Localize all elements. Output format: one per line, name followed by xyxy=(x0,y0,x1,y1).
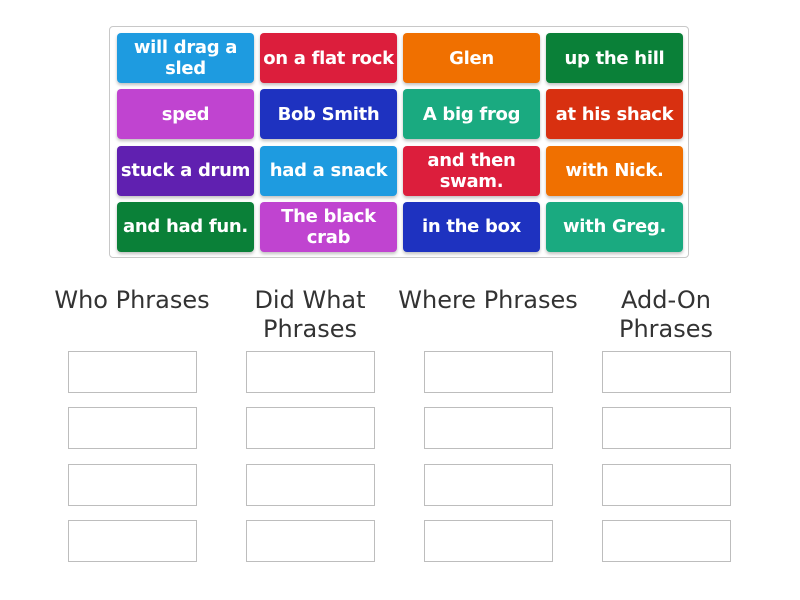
phrase-tile[interactable]: Bob Smith xyxy=(260,89,397,140)
phrase-tile[interactable]: stuck a drum xyxy=(117,145,254,196)
column-heading: Did What Phrases xyxy=(254,286,366,343)
drop-slot[interactable] xyxy=(602,520,731,562)
phrase-tile[interactable]: and then swam. xyxy=(403,145,540,196)
drop-slot[interactable] xyxy=(246,351,375,393)
phrase-tile[interactable]: with Nick. xyxy=(546,145,683,196)
column-heading: Where Phrases xyxy=(398,286,578,314)
drop-slot[interactable] xyxy=(424,351,553,393)
drop-slot[interactable] xyxy=(602,407,731,449)
drop-slot[interactable] xyxy=(602,464,731,506)
phrase-tile[interactable]: and had fun. xyxy=(117,201,254,252)
phrase-tile[interactable]: will drag a sled xyxy=(117,33,254,83)
phrase-tile[interactable]: at his shack xyxy=(546,89,683,140)
phrase-tile-board: will drag a sled on a flat rock Glen up the… xyxy=(109,26,689,258)
drop-slot[interactable] xyxy=(246,407,375,449)
drop-slot[interactable] xyxy=(602,351,731,393)
drop-slot[interactable] xyxy=(246,520,375,562)
phrase-tile[interactable]: sped xyxy=(117,89,254,140)
phrase-tile[interactable]: Glen xyxy=(403,33,540,83)
column-heading: Who Phrases xyxy=(54,286,210,314)
drop-slot[interactable] xyxy=(424,520,553,562)
phrase-tile[interactable]: A big frog xyxy=(403,89,540,140)
phrase-tile[interactable]: The black crab xyxy=(260,201,397,252)
drop-slot[interactable] xyxy=(68,407,197,449)
phrase-tile[interactable]: with Greg. xyxy=(546,201,683,252)
drop-slot[interactable] xyxy=(424,464,553,506)
drop-slot[interactable] xyxy=(424,407,553,449)
drop-slot[interactable] xyxy=(68,464,197,506)
phrase-tile[interactable]: up the hill xyxy=(546,33,683,83)
drop-slot[interactable] xyxy=(68,520,197,562)
drop-slot[interactable] xyxy=(68,351,197,393)
phrase-tile[interactable]: had a snack xyxy=(260,145,397,196)
phrase-tile[interactable]: in the box xyxy=(403,201,540,252)
column-heading: Add-On Phrases xyxy=(618,286,714,343)
phrase-tile[interactable]: on a flat rock xyxy=(260,33,397,83)
drop-slot[interactable] xyxy=(246,464,375,506)
